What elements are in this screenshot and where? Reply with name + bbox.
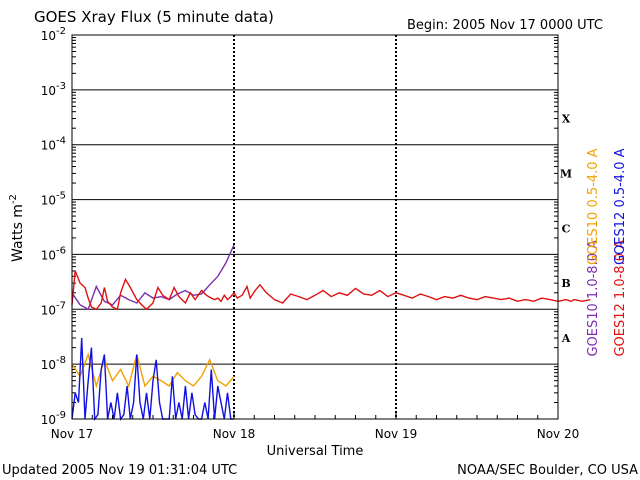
flare-class-B: B <box>561 277 570 290</box>
legend-entry-2: GOES10 0.5-4.0 A <box>586 148 601 265</box>
x-tick-label: Nov 18 <box>213 427 256 441</box>
y-tick-label: 10-5 <box>41 191 66 208</box>
y-tick-label: 10-7 <box>41 300 66 317</box>
x-axis-label: Universal Time <box>267 444 364 459</box>
plot-frame <box>71 34 559 420</box>
credit-text: NOAA/SEC Boulder, CO USA <box>457 463 638 478</box>
x-tick-label: Nov 19 <box>375 427 418 441</box>
legend: GOES10 1.0-8.0 A GOES12 1.0-8.0 A GOES10 0… <box>586 148 628 356</box>
x-tick-label: Nov 17 <box>51 427 94 441</box>
series-line-0 <box>71 244 235 311</box>
series-line-1 <box>71 270 591 311</box>
y-tick-label: 10-3 <box>41 81 66 98</box>
flare-class-M: M <box>560 167 572 180</box>
x-tick-labels: Nov 17 Nov 18 Nov 19 Nov 20 <box>51 427 580 441</box>
svg-text:Watts m-2: Watts m-2 <box>8 194 26 262</box>
legend-entry-1: GOES12 1.0-8.0 A <box>613 240 628 357</box>
y-axis-title: Watts m-2 <box>8 194 26 262</box>
y-axis-exponent: -2 <box>8 194 19 204</box>
y-tick-label: 10-9 <box>41 410 66 427</box>
series-line-3 <box>71 337 234 421</box>
updated-timestamp: Updated 2005 Nov 19 01:31:04 UTC <box>2 463 237 478</box>
flare-class-A: A <box>561 332 571 345</box>
chart-title: GOES Xray Flux (5 minute data) <box>34 8 274 26</box>
flare-class-C: C <box>562 222 571 235</box>
y-tick-labels: 10-2 10-3 10-4 10-5 10-6 10-7 10-8 10-9 <box>41 26 66 427</box>
flare-class-labels: X M C B A <box>560 113 572 345</box>
gridlines <box>72 35 558 419</box>
legend-entry-0: GOES10 1.0-8.0 A <box>586 240 601 357</box>
minor-ticks <box>71 37 559 419</box>
y-tick-label: 10-6 <box>41 245 66 262</box>
legend-entry-3: GOES12 0.5-4.0 A <box>613 148 628 265</box>
x-tick-label: Nov 20 <box>537 427 580 441</box>
y-tick-label: 10-8 <box>41 355 66 372</box>
flare-class-X: X <box>562 113 571 126</box>
y-tick-label: 10-2 <box>41 26 66 43</box>
y-axis-label: Watts m <box>10 204 26 262</box>
series-lines <box>71 244 591 421</box>
begin-label: Begin: 2005 Nov 17 0000 UTC <box>407 18 603 33</box>
y-tick-label: 10-4 <box>41 136 66 153</box>
